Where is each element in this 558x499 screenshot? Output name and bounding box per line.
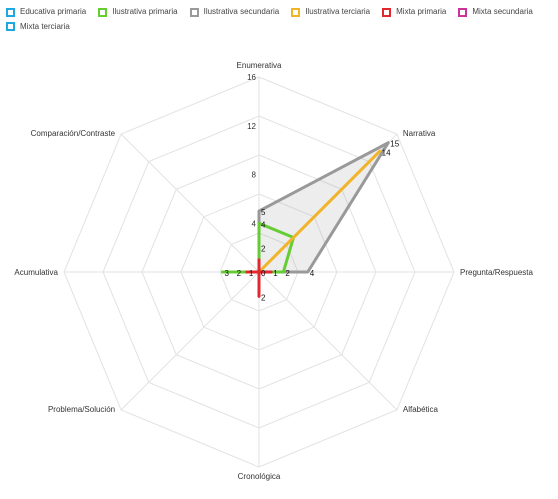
legend-label: Mixta terciaria bbox=[20, 21, 70, 31]
radar-labels: 481216EnumerativaNarrativaPregunta/Respu… bbox=[14, 61, 533, 481]
data-label: 2 bbox=[285, 269, 290, 278]
data-label: 14 bbox=[382, 148, 391, 157]
legend-label: Ilustrativa primaria bbox=[112, 7, 178, 16]
data-label: 2 bbox=[261, 293, 266, 302]
legend-label: Ilustrativa terciaria bbox=[305, 7, 371, 16]
grid-spoke bbox=[258, 271, 398, 411]
data-label: 0 bbox=[261, 269, 266, 278]
axis-label: Cronológica bbox=[238, 472, 281, 481]
grid-spoke bbox=[120, 271, 260, 411]
chart-legend: Educativa primaria Ilustrativa primaria Il… bbox=[6, 6, 552, 35]
axis-label: Enumerativa bbox=[237, 61, 282, 70]
legend-swatch bbox=[382, 7, 392, 17]
legend-label: Ilustrativa secundaria bbox=[203, 7, 280, 16]
data-label: 3 bbox=[224, 269, 229, 278]
legend-swatch bbox=[98, 7, 108, 17]
axis-label: Problema/Solución bbox=[48, 405, 115, 414]
data-label: 15 bbox=[390, 140, 399, 149]
tick-label: 16 bbox=[247, 73, 256, 82]
series-polygon bbox=[245, 258, 273, 298]
data-label: 4 bbox=[261, 220, 266, 229]
tick-label: 12 bbox=[247, 122, 256, 131]
axis-label: Pregunta/Respuesta bbox=[460, 268, 533, 277]
tick-label: 8 bbox=[252, 171, 257, 180]
legend-label: Mixta secundaria bbox=[472, 7, 533, 16]
legend-swatch bbox=[6, 7, 15, 17]
legend-item[interactable]: Ilustrativa primaria bbox=[98, 6, 178, 18]
data-label: 2 bbox=[237, 269, 242, 278]
legend-swatch bbox=[458, 7, 468, 17]
tick-label: 4 bbox=[252, 219, 257, 228]
grid-spoke bbox=[120, 133, 260, 273]
axis-label: Alfabética bbox=[403, 405, 439, 414]
legend-label: Educativa primaria bbox=[20, 7, 87, 16]
legend-item[interactable]: Educativa primaria bbox=[6, 6, 86, 18]
data-label: 5 bbox=[261, 208, 266, 217]
legend-swatch bbox=[189, 7, 199, 17]
axis-label: Comparación/Contraste bbox=[31, 129, 116, 138]
legend-item[interactable]: Mixta primaria bbox=[382, 6, 446, 18]
legend-swatch bbox=[6, 22, 15, 31]
legend-swatch bbox=[291, 7, 301, 17]
legend-item[interactable]: Mixta terciaria bbox=[6, 21, 70, 33]
radar-series bbox=[220, 141, 390, 298]
data-label: 1 bbox=[249, 269, 254, 278]
series-polygon bbox=[257, 149, 382, 274]
legend-label: Mixta primaria bbox=[396, 7, 447, 16]
data-label: 1 bbox=[273, 269, 278, 278]
axis-label: Acumulativa bbox=[14, 268, 58, 277]
legend-item[interactable]: Ilustrativa terciaria bbox=[291, 6, 370, 18]
data-label: 4 bbox=[310, 269, 315, 278]
legend-item[interactable]: Ilustrativa secundaria bbox=[189, 6, 280, 18]
axis-label: Narrativa bbox=[403, 129, 436, 138]
legend-item[interactable]: Mixta secundaria bbox=[458, 6, 533, 18]
data-label: 2 bbox=[261, 245, 266, 254]
